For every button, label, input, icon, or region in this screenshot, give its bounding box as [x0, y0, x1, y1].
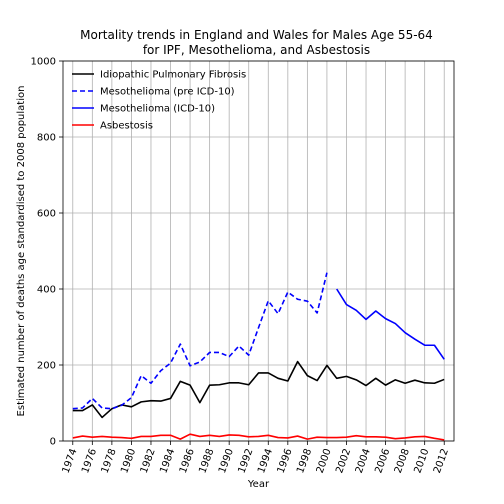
grid-lines — [63, 60, 454, 442]
x-tick-label: 1996 — [276, 447, 295, 475]
y-tick-label: 200 — [37, 361, 56, 372]
x-tick-label: 1990 — [217, 447, 236, 475]
legend-label: Mesothelioma (ICD-10) — [100, 104, 215, 115]
series-line-4 — [72, 433, 445, 441]
series-layer — [72, 272, 445, 441]
x-tick-label: 2000 — [315, 447, 334, 475]
y-tick-label: 400 — [37, 285, 56, 296]
x-tick-label: 1980 — [119, 447, 138, 475]
legend-label: Asbestosis — [100, 121, 153, 132]
x-axis-label: Year — [247, 479, 270, 490]
legend: Idiopathic Pulmonary Fibrosis Mesotheliom… — [72, 70, 246, 132]
y-tick-label: 1000 — [31, 57, 56, 68]
chart-title-line-2: for IPF, Mesothelioma, and Asbestosis — [143, 43, 370, 57]
x-tick-label: 2012 — [432, 447, 451, 475]
legend-label: Mesothelioma (pre ICD-10) — [100, 87, 235, 98]
x-tick-label: 1978 — [100, 447, 119, 475]
x-tick-label: 1992 — [237, 447, 256, 475]
x-tick-label: 1988 — [197, 447, 216, 475]
x-tick-label: 2008 — [393, 447, 412, 475]
x-tick-label: 2006 — [373, 447, 392, 475]
y-axis: 0 200 400 600 800 1000 — [31, 57, 63, 448]
series-line-1 — [72, 360, 445, 419]
y-tick-label: 600 — [37, 209, 56, 220]
x-tick-label: 2002 — [334, 447, 353, 475]
legend-label: Idiopathic Pulmonary Fibrosis — [100, 70, 246, 81]
x-tick-label: 2004 — [354, 447, 373, 475]
plot-frame — [62, 60, 455, 442]
series-line-2 — [72, 272, 328, 410]
y-tick-label: 800 — [37, 133, 56, 144]
x-tick-label: 1986 — [178, 447, 197, 475]
x-tick-label: 1974 — [61, 447, 80, 475]
series-line-3 — [336, 288, 445, 360]
x-tick-label: 1994 — [256, 447, 275, 475]
x-tick-label: 2010 — [412, 447, 431, 475]
y-axis-label: Estimated number of deaths age standardi… — [16, 86, 27, 417]
x-tick-label: 1984 — [158, 447, 177, 475]
x-axis: 1974 1976 1978 1980 1982 1984 1986 1988 1990 1992… — [61, 441, 451, 475]
y-tick-label: 0 — [50, 437, 56, 448]
x-tick-label: 1982 — [139, 447, 158, 475]
x-tick-label: 1976 — [80, 447, 99, 475]
x-tick-label: 1998 — [295, 447, 314, 475]
chart-title-line-1: Mortality trends in England and Wales fo… — [80, 28, 433, 42]
